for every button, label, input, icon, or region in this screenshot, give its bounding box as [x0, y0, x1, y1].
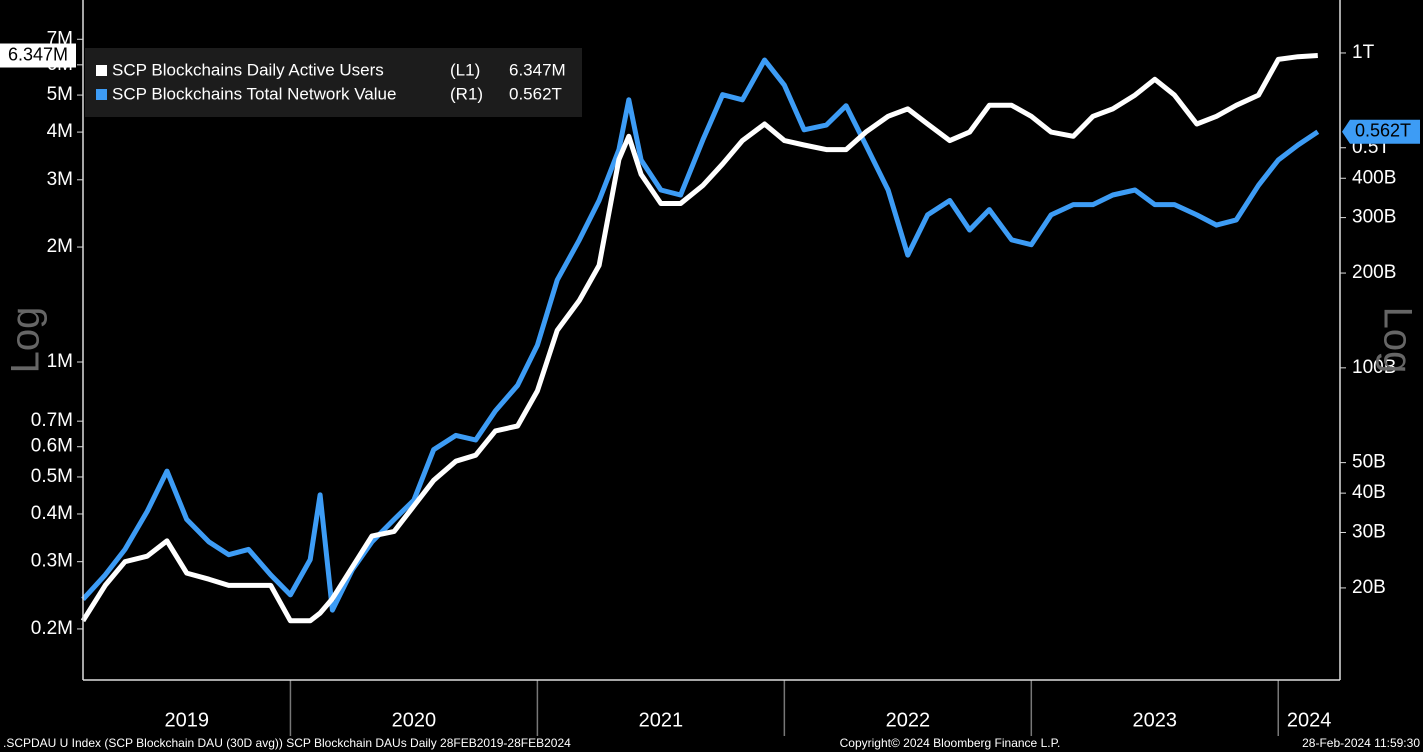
footer-center: Copyright© 2024 Bloomberg Finance L.P.: [840, 736, 1061, 750]
y-tick-label: 0.5M: [31, 466, 73, 487]
last-value-label: 6.347M: [8, 44, 68, 64]
legend-value: 6.347M: [509, 60, 566, 79]
series-line: [81, 57, 1320, 613]
y-tick-label: 0.7M: [31, 410, 73, 431]
footer-left: .SCPDAU U Index (SCP Blockchain DAU (30D…: [3, 736, 571, 750]
y2-tick-label: 300B: [1352, 207, 1396, 228]
x-tick-label: 2020: [392, 709, 437, 731]
y-tick-label: 4M: [47, 121, 73, 142]
y-tick-label: 0.3M: [31, 551, 73, 572]
y-tick-label: 0.2M: [31, 618, 73, 639]
y-tick-label: 2M: [47, 236, 73, 257]
legend: SCP Blockchains Daily Active Users (L1) 6.…: [85, 48, 582, 117]
x-tick-label: 2019: [164, 709, 209, 731]
y2-axis-title: Log: [1375, 307, 1419, 374]
y2-tick-label: 1T: [1352, 42, 1375, 63]
y-tick-label: 1M: [47, 351, 73, 372]
x-tick-label: 2022: [886, 709, 931, 731]
x-tick-label: 2024: [1287, 709, 1332, 731]
y2-tick-label: 400B: [1352, 167, 1396, 188]
plot-area: [80, 53, 1320, 624]
y2-tick-label: 30B: [1352, 521, 1386, 542]
y-tick-label: 0.4M: [31, 503, 73, 524]
y-axis-title: Log: [4, 307, 48, 374]
legend-label: SCP Blockchains Daily Active Users: [112, 60, 384, 79]
x-tick-label: 2023: [1133, 709, 1178, 731]
y2-tick-label: 100B: [1352, 357, 1396, 378]
grid: 0.2M0.3M0.4M0.5M0.6M0.7M1M2M3M4M5M6M7M20…: [31, 28, 1396, 736]
last-value-tag: [1342, 119, 1420, 144]
legend-axis-tag: (L1): [450, 60, 480, 79]
y-tick-label: 0.6M: [31, 436, 73, 457]
y2-tick-label: 50B: [1352, 452, 1386, 473]
legend-swatch: [96, 89, 107, 100]
series-line: [80, 53, 1318, 624]
legend-value: 0.562T: [509, 84, 562, 103]
legend-label: SCP Blockchains Total Network Value: [112, 84, 396, 103]
x-tick-label: 2021: [639, 709, 684, 731]
y2-tick-label: 200B: [1352, 262, 1396, 283]
y-tick-label: 5M: [47, 84, 73, 105]
footer-right: 28-Feb-2024 11:59:30: [1302, 736, 1420, 750]
y-tick-label: 3M: [47, 169, 73, 190]
last-value-label: 0.562T: [1355, 121, 1411, 141]
legend-axis-tag: (R1): [450, 84, 483, 103]
y2-tick-label: 20B: [1352, 577, 1386, 598]
last-value-tag: [0, 43, 76, 68]
legend-box: [85, 48, 582, 117]
legend-swatch: [96, 65, 107, 76]
y2-tick-label: 40B: [1352, 482, 1386, 503]
